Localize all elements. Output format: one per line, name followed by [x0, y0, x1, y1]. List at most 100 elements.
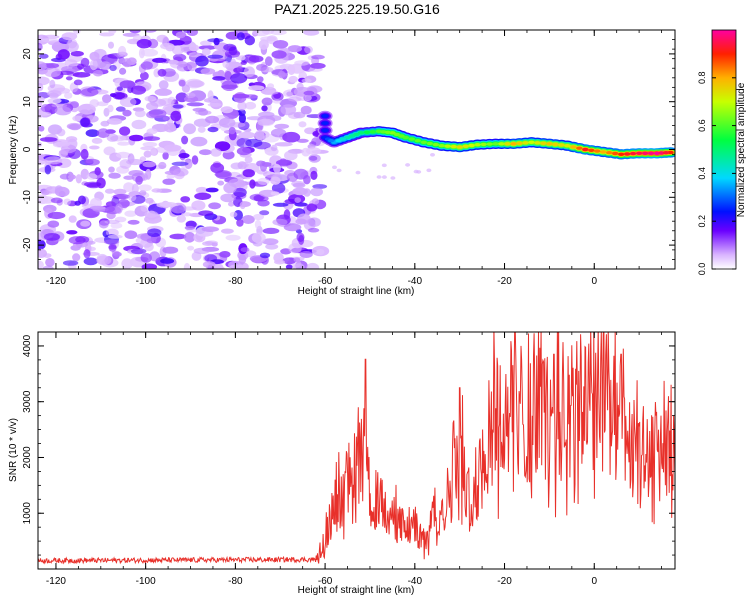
spectrogram-noise-cell	[293, 257, 301, 263]
colorbar-tick-label: 0.8	[697, 72, 707, 85]
spectrogram-noise-cell	[91, 137, 103, 144]
spectrogram-noise-cell	[169, 233, 187, 240]
spectrogram-noise-cell	[294, 197, 302, 204]
spectrogram-y-ticks: -20 -10 0 10 20	[22, 29, 675, 270]
spectrogram-signal-point	[492, 142, 499, 146]
spectrogram-noise-cell	[273, 163, 281, 173]
spectrogram-noise-cell	[220, 106, 234, 114]
spectrogram-noise-cell	[271, 182, 286, 194]
spectrogram-noise-cell	[99, 61, 112, 71]
spectrogram-noise-cell	[39, 137, 58, 142]
spectrogram-noise-cell	[186, 102, 205, 107]
spectrogram-x-label: -100	[136, 276, 156, 287]
spectrogram-signal-point	[516, 141, 523, 145]
snr-x-label: 0	[591, 576, 597, 587]
spectrogram-noise-cell	[43, 233, 61, 241]
spectrogram-noise-cell	[243, 66, 255, 78]
spectrogram-noise-cell	[38, 61, 47, 72]
spectrogram-signal-point	[558, 143, 565, 147]
spectrogram-signal-point	[357, 131, 365, 135]
spectrogram-noise-cell	[217, 180, 225, 186]
spectrogram-signal-point	[486, 142, 493, 146]
spectrogram-noise-cell	[284, 150, 298, 161]
spectrogram-noise-cell	[89, 205, 106, 210]
spectrogram-noise-cell	[316, 249, 325, 255]
spectrogram-noise-cell	[140, 146, 156, 151]
spectrogram-noise-cell	[304, 45, 313, 54]
spectrogram-noise-cell	[63, 198, 72, 206]
spectrogram-noise-cell	[224, 49, 241, 58]
spectrogram-noise-cell	[251, 232, 266, 244]
spectrogram-noise-cell	[244, 35, 255, 46]
spectrogram-noise-cell	[56, 128, 66, 137]
spectrogram-noise-cell	[188, 52, 201, 58]
spectrogram-noise-cell	[78, 195, 86, 205]
spectrogram-noise-cell	[219, 251, 231, 258]
spectrogram-noise-cell	[311, 198, 320, 205]
spectrogram-noise-cell	[124, 230, 138, 239]
spectrogram-noise-cell	[160, 258, 175, 264]
snr-y-label: 4000	[22, 334, 33, 357]
spectrogram-noise-cell	[205, 115, 220, 124]
figure-title: PAZ1.2025.225.19.50.G16	[274, 1, 440, 17]
spectrogram-signal-point	[504, 142, 511, 146]
spectrogram-noise-cell	[56, 70, 74, 75]
spectrogram-noise-cell	[176, 63, 189, 72]
spectrogram-noise-cell	[301, 78, 312, 83]
spectrogram-noise-cell	[80, 148, 89, 160]
spectrogram-noise-cell	[172, 45, 184, 55]
spectrogram-noise-cell	[106, 118, 123, 125]
spectrogram-noise-cell	[233, 187, 247, 198]
spectrogram-noise-cell	[100, 120, 110, 127]
spectrogram-noise-cell	[180, 196, 191, 203]
colorbar-tick-label: 0.0	[697, 263, 707, 276]
spectrogram-noise-cell	[232, 93, 250, 99]
spectrogram-noise-cell	[72, 72, 91, 78]
snr-panel: -120 -100 -80 -60 -40 -20 0 1000 2000 3000 4000 H…	[8, 331, 676, 596]
spectrogram-noise-cell	[116, 151, 131, 159]
spectrogram-signal-point	[570, 145, 577, 149]
spectrogram-noise-cell	[119, 97, 137, 108]
spectrogram-signal-point	[444, 144, 451, 148]
spectrogram-noise-cell	[109, 64, 117, 72]
spectrogram-noise-cell	[238, 254, 247, 265]
spectrogram-noise-cell	[199, 149, 212, 156]
spectrogram-noise-cell	[45, 63, 60, 69]
spectrogram-noise-cell	[47, 220, 60, 228]
spectrogram-noise-cell	[184, 225, 195, 230]
spectrogram-noise-cell	[336, 168, 342, 173]
spectrogram-noise-cell	[198, 45, 217, 50]
snr-series-line	[38, 332, 675, 565]
spectrogram-noise-cell	[201, 48, 211, 56]
spectrogram-noise-cell	[49, 79, 56, 89]
spectrogram-noise-cell	[274, 142, 293, 147]
spectrogram-noise-cell	[102, 94, 112, 103]
spectrogram-noise-cell	[283, 223, 302, 232]
snr-y-axis-label: SNR (10 * v/v)	[8, 418, 19, 482]
spectrogram-noise-cell	[292, 187, 308, 196]
spectrogram-noise-cell	[253, 213, 265, 221]
spectrogram-noise-cell	[123, 182, 135, 193]
spectrogram-noise-cell	[44, 67, 61, 78]
spectrogram-noise-cell	[42, 265, 54, 269]
colorbar-tick-label: 0.2	[697, 215, 707, 228]
spectrogram-noise-cell	[270, 128, 287, 138]
spectrogram-noise-cell	[79, 117, 90, 127]
spectrogram-noise-cell	[86, 173, 98, 180]
spectrogram-noise-cell	[192, 107, 207, 112]
spectrogram-noise-cell	[117, 141, 130, 146]
spectrogram-x-axis-label: Height of straight line (km)	[298, 286, 415, 297]
spectrogram-noise-cell	[93, 69, 103, 77]
spectrogram-noise-cell	[65, 136, 78, 143]
spectrogram-noise-cell	[108, 243, 117, 252]
spectrogram-noise-cell	[54, 106, 72, 116]
spectrogram-noise-cell	[84, 158, 100, 166]
spectrogram-noise-cell	[162, 178, 176, 185]
spectrogram-signal-track	[317, 110, 675, 160]
spectrogram-noise-cell	[202, 261, 216, 268]
spectrogram-noise-cell	[237, 101, 247, 111]
spectrogram-noise-cell	[83, 257, 98, 266]
spectrogram-noise-cell	[294, 202, 308, 207]
spectrogram-signal-point	[618, 152, 625, 156]
